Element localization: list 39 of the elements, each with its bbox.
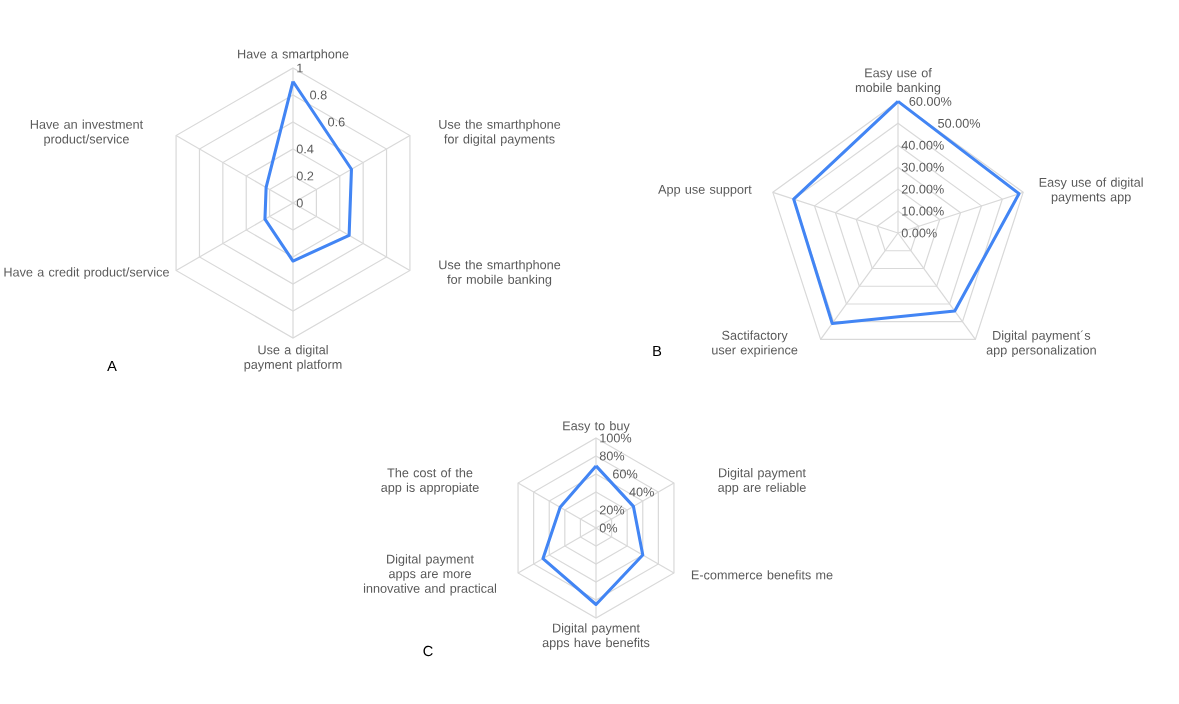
text: C	[423, 645, 433, 657]
y-tick-label: 0	[296, 198, 303, 208]
spoke-label: Easy use of mobile banking	[855, 68, 941, 95]
spoke-label: Use a digital payment platform	[244, 345, 342, 372]
spoke-label: Use the smarthphone for mobile banking	[439, 259, 561, 287]
spoke-label: Digital payment apps have benefits	[542, 623, 650, 650]
y-tick-label: 10.00%	[902, 206, 944, 216]
y-tick-label: 0.00%	[901, 228, 937, 238]
spoke-label: The cost of the app is appropiate	[381, 467, 479, 495]
spoke-label: Easy to buy	[563, 420, 630, 433]
y-tick-label: 80%	[599, 451, 625, 461]
spoke-label: Easy use of digital payments app	[1039, 177, 1143, 204]
y-tick-label: 0.4	[296, 144, 314, 154]
y-tick-label: 50.00%	[938, 118, 981, 128]
spoke-label: Sactifactory user expirience	[712, 330, 798, 357]
spoke-label: Use the smarthphone for digital payments	[439, 119, 561, 147]
spoke-label: Digital payment´s app personalization	[986, 330, 1096, 358]
spoke-label: Digital payment app are reliable	[718, 467, 806, 495]
y-tick-label: 1	[297, 63, 303, 73]
y-tick-label: 60.00%	[909, 96, 952, 106]
y-tick-label: 20.00%	[901, 184, 944, 194]
y-tick-label: 30.00%	[901, 162, 944, 172]
spoke-label: Have a smartphone	[238, 49, 349, 61]
spoke-label: App use support	[658, 185, 752, 197]
y-tick-label: 100%	[600, 433, 632, 443]
text: B	[653, 345, 662, 357]
spoke-label: Digital payment apps are more innovative and practical	[363, 554, 497, 596]
spoke-label: E-commerce benefits me	[691, 570, 833, 580]
y-tick-label: 20%	[599, 505, 625, 515]
y-tick-label: 0.6	[328, 117, 345, 127]
text: A	[107, 360, 117, 372]
y-tick-label: 40.00%	[901, 140, 944, 150]
y-tick-label: 0.8	[310, 90, 327, 100]
y-tick-label: 40%	[629, 487, 654, 497]
y-tick-label: 60%	[613, 469, 638, 479]
y-tick-label: 0.2	[296, 171, 314, 181]
spoke-label: Have an investment product/service	[30, 119, 144, 147]
spoke-label: Have a credit product/service	[4, 267, 169, 280]
y-tick-label: 0%	[599, 523, 618, 533]
